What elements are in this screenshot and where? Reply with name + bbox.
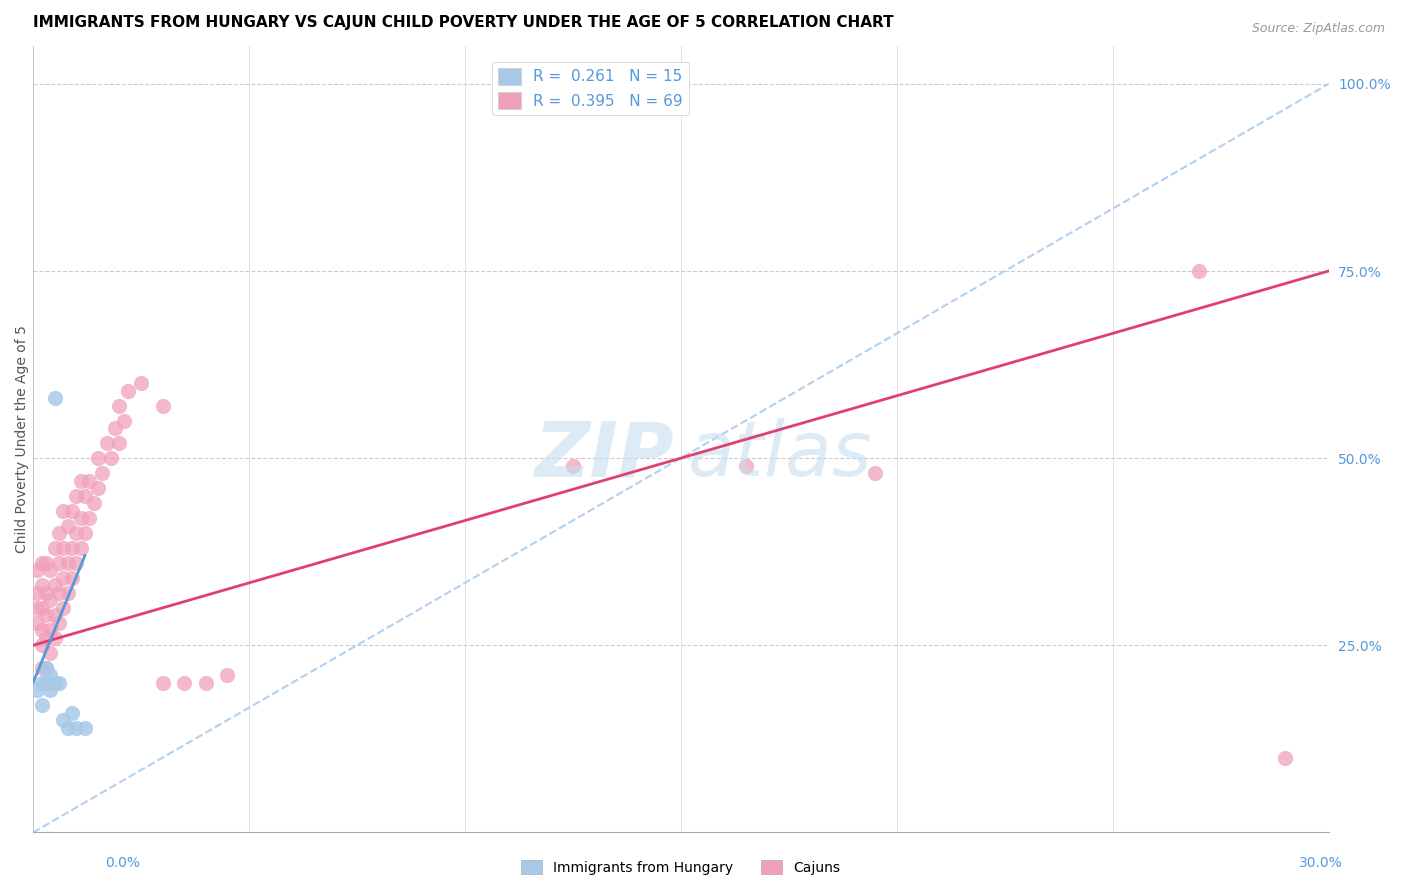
Point: [112, 414, 135, 428]
Point: [27, 615, 49, 630]
Point: [96, 436, 118, 450]
Text: Source: ZipAtlas.com: Source: ZipAtlas.com: [1251, 22, 1385, 36]
Point: [173, 675, 195, 690]
Point: [52, 503, 75, 517]
Point: [44, 578, 66, 592]
Point: [48, 615, 70, 630]
Point: [27, 683, 49, 698]
Point: [35, 608, 58, 623]
Point: [100, 451, 122, 466]
Point: [60, 571, 83, 585]
Point: [27, 586, 49, 600]
Point: [561, 458, 583, 473]
Y-axis label: Child Poverty Under the Age of 5: Child Poverty Under the Age of 5: [15, 326, 30, 553]
Point: [1274, 750, 1296, 764]
Point: [129, 376, 152, 391]
Point: [77, 511, 100, 525]
Point: [31, 556, 53, 570]
Point: [863, 466, 886, 480]
Point: [108, 436, 131, 450]
Point: [27, 563, 49, 577]
Point: [35, 675, 58, 690]
Point: [152, 399, 174, 413]
Point: [39, 646, 62, 660]
Point: [44, 631, 66, 645]
Point: [31, 638, 53, 652]
Point: [31, 624, 53, 638]
Point: [77, 474, 100, 488]
Point: [69, 541, 91, 555]
Point: [1188, 264, 1211, 278]
Text: 0.0%: 0.0%: [105, 855, 141, 870]
Point: [35, 661, 58, 675]
Point: [52, 541, 75, 555]
Point: [35, 661, 58, 675]
Point: [52, 600, 75, 615]
Point: [87, 481, 110, 495]
Point: [60, 503, 83, 517]
Point: [35, 586, 58, 600]
Point: [56, 721, 79, 735]
Point: [56, 586, 79, 600]
Point: [56, 518, 79, 533]
Point: [48, 586, 70, 600]
Point: [87, 451, 110, 466]
Point: [56, 556, 79, 570]
Point: [60, 541, 83, 555]
Point: [39, 563, 62, 577]
Point: [39, 593, 62, 607]
Point: [152, 675, 174, 690]
Point: [217, 668, 239, 682]
Point: [52, 713, 75, 727]
Point: [31, 698, 53, 713]
Text: 30.0%: 30.0%: [1299, 855, 1343, 870]
Point: [73, 721, 96, 735]
Text: IMMIGRANTS FROM HUNGARY VS CAJUN CHILD POVERTY UNDER THE AGE OF 5 CORRELATION CH: IMMIGRANTS FROM HUNGARY VS CAJUN CHILD P…: [34, 15, 894, 30]
Point: [39, 624, 62, 638]
Point: [35, 556, 58, 570]
Point: [65, 556, 87, 570]
Point: [48, 675, 70, 690]
Point: [69, 474, 91, 488]
Point: [27, 600, 49, 615]
Point: [60, 706, 83, 720]
Point: [73, 489, 96, 503]
Point: [44, 541, 66, 555]
Point: [31, 675, 53, 690]
Point: [73, 526, 96, 541]
Point: [108, 399, 131, 413]
Point: [104, 421, 127, 435]
Point: [65, 526, 87, 541]
Point: [194, 675, 217, 690]
Point: [69, 511, 91, 525]
Point: [31, 661, 53, 675]
Point: [91, 466, 114, 480]
Point: [44, 391, 66, 405]
Point: [65, 489, 87, 503]
Point: [52, 571, 75, 585]
Point: [65, 721, 87, 735]
Point: [31, 600, 53, 615]
Point: [48, 556, 70, 570]
Text: atlas: atlas: [688, 418, 872, 492]
Point: [44, 608, 66, 623]
Point: [83, 496, 105, 510]
Point: [39, 683, 62, 698]
Point: [39, 668, 62, 682]
Legend: R =  0.261   N = 15, R =  0.395   N = 69: R = 0.261 N = 15, R = 0.395 N = 69: [492, 62, 689, 115]
Point: [734, 458, 756, 473]
Point: [117, 384, 139, 398]
Point: [35, 631, 58, 645]
Point: [31, 578, 53, 592]
Text: ZIP: ZIP: [534, 418, 675, 492]
Point: [48, 526, 70, 541]
Point: [44, 675, 66, 690]
